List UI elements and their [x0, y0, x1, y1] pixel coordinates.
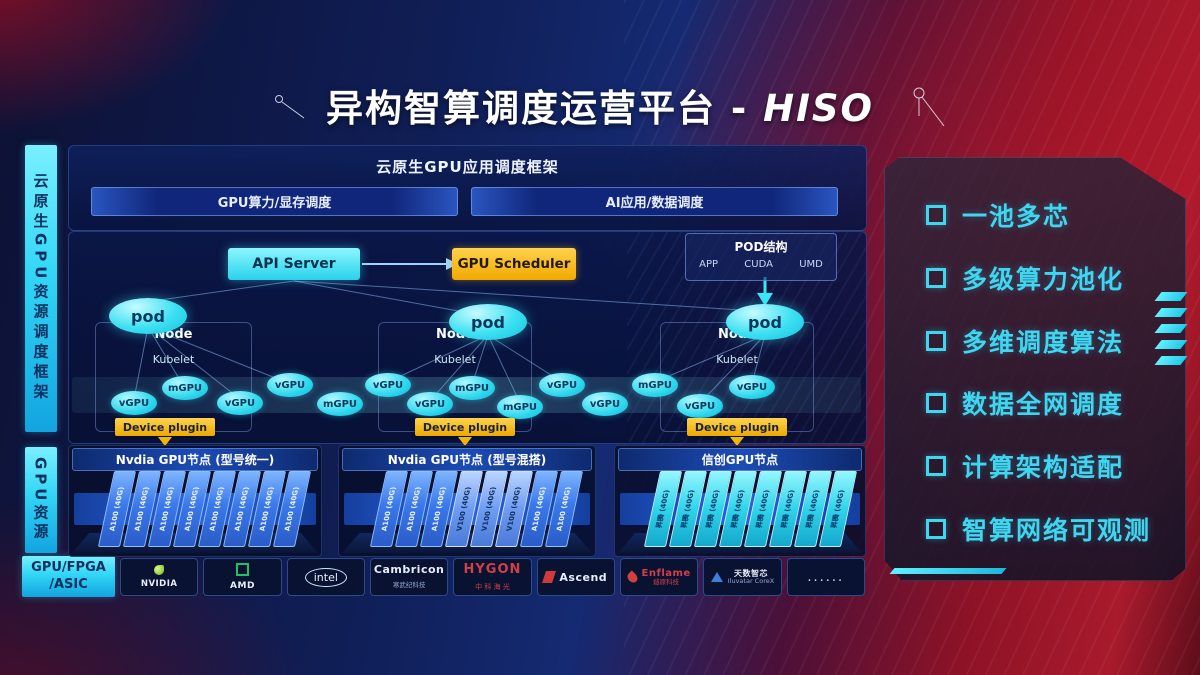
vendor-cambricon: Cambricon 寒武纪科技 [369, 558, 449, 596]
gpu-oval: mGPU [497, 395, 543, 419]
hardware-line1: GPU/FPGA [31, 560, 106, 576]
gpu-pool-mixed-title: Nvdia GPU节点 (型号混搭) [342, 448, 592, 471]
device-plugin-box-3: Device plugin [687, 418, 787, 436]
gpu-oval: vGPU [365, 373, 411, 397]
device-plugin-arrow-icon [458, 437, 472, 446]
gpu-pool-mixed: Nvdia GPU节点 (型号混搭) A100 (40G) A100 (40G)… [338, 445, 596, 557]
intel-logo-icon: intel [304, 567, 347, 587]
cyan-accent-line [889, 568, 1007, 574]
enflame-flame-icon [624, 569, 640, 585]
circuit-decor-left-icon [275, 95, 305, 119]
gpu-oval: mGPU [317, 392, 363, 416]
feature-item: 数据全网调度 [926, 385, 1170, 421]
sidebar-framework-label: 云原生GPU资源调度框架 [25, 145, 57, 432]
pod-structure-title: POD结构 [734, 240, 788, 254]
vendor-logo-row: NVIDIA AMD intel Cambricon 寒武纪科技 HYGON 中… [120, 558, 865, 596]
gpu-oval: vGPU [539, 373, 585, 397]
ai-data-scheduling-bar: AI应用/数据调度 [471, 187, 838, 216]
device-plugin-arrow-icon [730, 437, 744, 446]
ascend-logo-icon [542, 571, 557, 583]
feature-panel: 一池多芯 多级算力池化 多维调度算法 数据全网调度 计算架构适配 智算网络可观测 [884, 157, 1186, 581]
vendor-ascend: Ascend [536, 558, 615, 596]
app-scheduling-panel: 云原生GPU应用调度框架 GPU算力/显存调度 AI应用/数据调度 [68, 145, 867, 231]
gpu-oval: mGPU [632, 373, 678, 397]
amd-logo-icon [235, 562, 249, 576]
pod-oval-3: pod [726, 304, 804, 340]
gpu-scheduler-box: GPU Scheduler [452, 248, 576, 280]
vendor-intel: intel [286, 558, 365, 596]
square-bullet-icon [926, 518, 946, 539]
circuit-decor-right-icon [913, 87, 945, 127]
pod-item-umd: UMD [799, 259, 823, 270]
feature-item: 一池多芯 [926, 197, 1170, 233]
gpu-oval: vGPU [111, 391, 157, 415]
pod-item-app: APP [699, 259, 719, 270]
square-bullet-icon [926, 330, 946, 351]
square-bullet-icon [926, 267, 946, 288]
sidebar-hardware-label: GPU/FPGA /ASIC [22, 556, 115, 597]
vendor-hygon: HYGON 中 科 海 光 [453, 558, 532, 596]
gpu-pool-xinchuang: 信创GPU节点 昇腾 (40G) 昇腾 (40G) 昇腾 (40G) 昇腾 (4… [614, 445, 866, 557]
vendor-nvidia: NVIDIA [120, 558, 199, 596]
slash-decor-icon [1154, 292, 1188, 365]
gpu-pool-uniform-title: Nvdia GPU节点 (型号统一) [72, 448, 318, 471]
kubelet-label: Kubelet [152, 353, 195, 366]
gpu-oval: vGPU [407, 392, 453, 416]
page-title-main: 异构智算调度运营平台 - [326, 87, 764, 130]
sidebar-gpu-resource-label: GPU资源 [25, 447, 57, 553]
pod-oval-2: pod [449, 304, 527, 340]
gpu-oval: vGPU [217, 391, 263, 415]
gpu-oval: vGPU [582, 392, 628, 416]
square-bullet-icon [926, 205, 946, 225]
compute-memory-scheduling-bar: GPU算力/显存调度 [91, 187, 458, 216]
pod-item-cuda: CUDA [744, 259, 773, 270]
vendor-iluvatar: 天数智芯 Iluvatar CoreX [703, 558, 782, 596]
feature-item: 多维调度算法 [926, 323, 1170, 359]
feature-item: 计算架构适配 [926, 448, 1170, 484]
square-bullet-icon [926, 456, 946, 477]
gpu-oval: mGPU [162, 376, 208, 400]
kubelet-label: Kubelet [716, 353, 758, 366]
device-plugin-box-2: Device plugin [415, 418, 515, 436]
hardware-line2: /ASIC [49, 576, 88, 592]
gpu-oval: vGPU [729, 375, 775, 399]
vendor-amd: AMD [203, 558, 282, 596]
vendor-enflame: Enflame 燧原科技 [619, 558, 699, 596]
pod-structure-panel: POD结构 APP CUDA UMD [685, 233, 837, 281]
gpu-pool-uniform: Nvdia GPU节点 (型号统一) A100 (40G) A100 (40G)… [68, 445, 322, 557]
gpu-oval: vGPU [677, 394, 723, 418]
page-title: 异构智算调度运营平台 - HISO [0, 78, 1200, 132]
feature-item: 多级算力池化 [926, 260, 1170, 296]
gpu-pool-xinchuang-title: 信创GPU节点 [618, 448, 862, 471]
device-plugin-box-1: Device plugin [115, 418, 215, 436]
api-server-box: API Server [228, 248, 360, 280]
iluvatar-logo-icon [710, 572, 723, 582]
nvidia-logo-icon [154, 564, 165, 575]
page-title-suffix: HISO [763, 87, 874, 130]
feature-item: 智算网络可观测 [926, 511, 1170, 547]
device-plugin-arrow-icon [158, 437, 172, 446]
gpu-oval: vGPU [267, 373, 313, 397]
app-scheduling-title: 云原生GPU应用调度框架 [376, 158, 559, 176]
kubelet-label: Kubelet [434, 353, 476, 366]
pod-oval-1: pod [109, 298, 187, 334]
square-bullet-icon [926, 393, 946, 414]
gpu-oval: mGPU [449, 376, 495, 400]
vendor-more: ...... [786, 558, 865, 596]
